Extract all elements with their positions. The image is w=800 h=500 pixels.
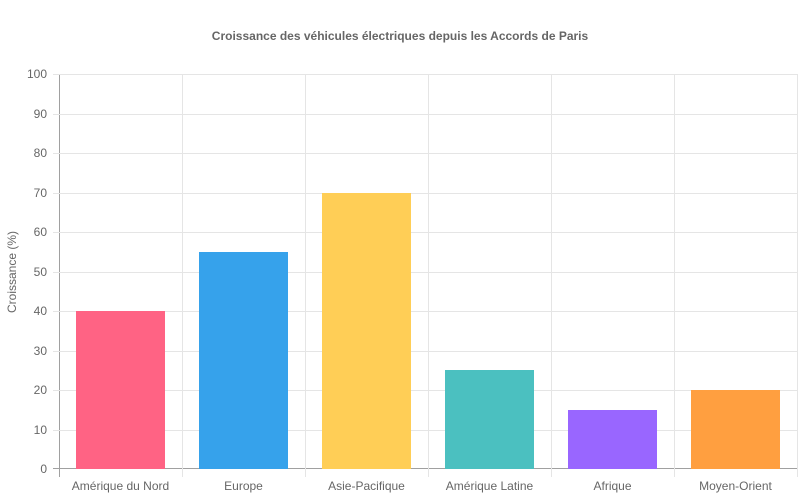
bar-europe[interactable] — [199, 251, 288, 469]
gridline-horizontal — [53, 311, 797, 312]
gridline-horizontal — [53, 74, 797, 75]
y-tick-label: 20 — [33, 383, 47, 397]
bar-am-rique-latine[interactable] — [445, 370, 534, 469]
y-tick-label: 70 — [33, 185, 47, 200]
gridline-vertical — [551, 74, 552, 477]
gridline-horizontal — [53, 113, 797, 115]
gridline-horizontal — [53, 232, 797, 233]
gridline-vertical — [182, 74, 183, 477]
y-tick-label: 50 — [33, 264, 47, 279]
gridline-horizontal — [53, 192, 797, 194]
plot-area: 0 10 20 30 40 50 60 70 80 90 100 Amérique du Nord Eu… — [27, 67, 798, 493]
bar-moyen-orient[interactable] — [691, 390, 780, 469]
bar-am-rique-du-nord[interactable] — [76, 311, 165, 469]
y-tick-label: 40 — [33, 304, 47, 318]
y-tick-label: 90 — [33, 106, 47, 121]
gridline-vertical — [428, 74, 429, 477]
y-tick-label: 0 — [40, 462, 47, 476]
x-axis-line — [53, 468, 797, 469]
gridline-horizontal — [53, 153, 797, 154]
y-axis-line — [59, 74, 60, 477]
x-tick-label: Asie-Pacifique — [328, 479, 405, 493]
x-tick-label: Amérique du Nord — [71, 479, 170, 493]
x-tick-label: Moyen-Orient — [699, 479, 772, 493]
gridline-vertical — [674, 74, 675, 477]
bar-asie-pacifique[interactable] — [322, 192, 411, 469]
gridline-horizontal — [53, 350, 797, 352]
bar-afrique[interactable] — [568, 409, 657, 469]
x-tick-label: Afrique — [593, 479, 632, 493]
gridline-horizontal — [53, 429, 797, 431]
gridline-vertical — [797, 74, 798, 477]
y-tick-label: 10 — [33, 422, 47, 437]
gridline-horizontal — [53, 390, 797, 391]
gridline-horizontal — [53, 271, 797, 273]
x-tick-label: Amérique Latine — [445, 479, 534, 493]
y-tick-label: 80 — [33, 146, 47, 160]
chart-title: Croissance des véhicules électriques dep… — [211, 29, 589, 43]
gridline-vertical — [305, 74, 306, 477]
y-tick-label: 60 — [33, 225, 47, 239]
y-tick-label: 30 — [33, 343, 47, 358]
y-tick-label: 100 — [26, 67, 47, 81]
x-tick-label: Europe — [224, 479, 263, 493]
